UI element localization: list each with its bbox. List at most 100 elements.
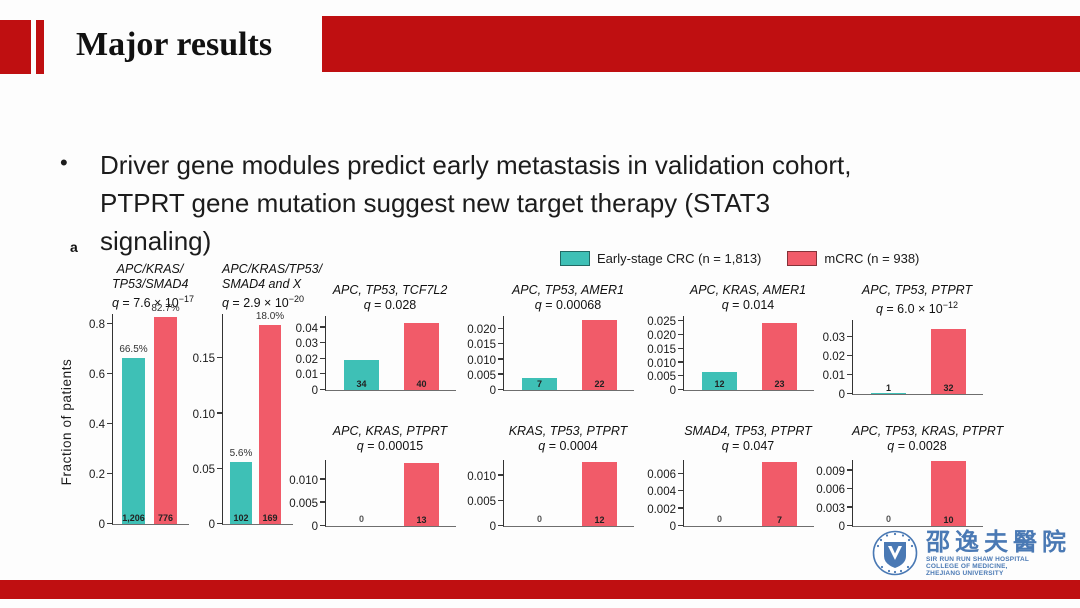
chart-q-label: q = 0.00015 (356, 439, 424, 453)
y-tick-label: 0.03 (295, 338, 318, 351)
y-tick-mark (847, 354, 852, 356)
chart-title-line: APC/KRAS/TP53/ (222, 262, 323, 276)
y-tick-label: 0.004 (647, 486, 676, 499)
y-tick-mark (847, 373, 852, 376)
y-tick-label: 0 (838, 389, 845, 402)
chart-apc-kras-tp53-smad4: APC/KRAS/TP53/SMAD4 q = 7.6 × 10−17 0 0.2 0.… (68, 262, 198, 531)
bar-count-label: 23 (774, 379, 785, 389)
y-tick-mark (678, 524, 683, 526)
y-tick-label: 0.005 (467, 495, 496, 508)
bar-count-label: 13 (416, 515, 427, 525)
y-tick-mark (678, 320, 683, 322)
y-tick-mark (847, 506, 852, 508)
y-tick-mark (847, 487, 852, 489)
y-tick-label: 0.010 (467, 470, 496, 483)
y-tick-label: 0 (489, 385, 496, 397)
chart-title-line: APC, TP53, TCF7L2 (332, 283, 448, 297)
chart-legend: Early-stage CRC (n = 1,813) mCRC (n = 93… (560, 251, 919, 266)
y-tick-mark (847, 469, 852, 471)
y-tick-label: 0.01 (295, 369, 318, 382)
y-tick-mark (217, 522, 222, 525)
y-tick-label: 0 (669, 385, 676, 397)
y-tick-mark (320, 478, 325, 480)
y-tick-mark (498, 343, 503, 345)
chart-title: SMAD4, TP53, PTPRT q = 0.047 (683, 424, 813, 454)
chart-q-label: q = 0.00068 (534, 298, 602, 312)
y-tick-label: 0 (208, 519, 215, 532)
chart-title-line: SMAD4, TP53, PTPRT (684, 424, 812, 438)
bar-count-label: 0 (358, 514, 364, 524)
footer-accent-bar (0, 580, 1080, 599)
chart-plot-area: 0 0.003 0.006 0.009 0 10 (816, 460, 983, 533)
y-tick-mark (678, 347, 683, 349)
chart-plot-area: 0 0.2 0.4 0.6 0.8 1,206 66.5% 776 82.7% (89, 303, 189, 531)
chart-q-label: q = 0.0028 (887, 439, 947, 453)
y-tick-mark (847, 524, 852, 526)
chart-kras-tp53-ptprt: KRAS, TP53, PTPRT q = 0.0004 0 0.005 0.010 0 1… (455, 424, 640, 533)
bar-percent-label: 66.5% (119, 343, 148, 355)
y-tick-mark (678, 507, 683, 509)
chart-q-label: q = 6.0 × 10−12 (875, 300, 958, 317)
bar-mcrc (404, 463, 439, 526)
y-tick-mark (320, 373, 325, 375)
bar-count-label: 7 (776, 515, 782, 525)
bar-mcrc (154, 317, 177, 525)
bar-count-label: 169 (262, 513, 278, 524)
y-tick-mark (320, 501, 325, 503)
bullet-line-1: Driver gene modules predict early metast… (100, 150, 852, 180)
chart-title-line: APC, TP53, KRAS, PTPRT (852, 424, 1004, 438)
y-tick-mark (107, 372, 112, 375)
bar-mcrc (259, 325, 281, 525)
y-tick-mark (498, 524, 503, 526)
chart-title: APC/KRAS/TP53/SMAD4 q = 7.6 × 10−17 (112, 262, 195, 311)
y-tick-label: 0.025 (647, 316, 676, 329)
chart-apc-tp53-ptprt: APC, TP53, PTPRT q = 6.0 × 10−12 0 0.01 0.02… (804, 283, 989, 401)
y-tick-label: 0.010 (647, 357, 676, 370)
chart-title: APC, TP53, PTPRT q = 6.0 × 10−12 (852, 283, 982, 317)
y-tick-mark (678, 361, 683, 363)
chart-title-line: APC, TP53, AMER1 (511, 283, 625, 297)
y-tick-label: 0.002 (647, 503, 676, 516)
y-tick-mark (107, 422, 112, 425)
bar-count-label: 12 (714, 379, 725, 389)
y-tick-label: 0.02 (822, 350, 845, 363)
page-title: Major results (76, 26, 273, 63)
y-tick-label: 0.4 (89, 419, 105, 432)
bar-mcrc (931, 329, 966, 395)
y-tick-mark (320, 326, 325, 328)
chart-plot-area: 0 0.01 0.02 0.03 0.04 34 40 (296, 316, 456, 397)
y-tick-mark (678, 472, 683, 474)
chart-plot-area: 0 0.005 0.010 0 12 (467, 460, 634, 533)
bullet-text: Driver gene modules predict early metast… (100, 146, 860, 260)
chart-title-line: APC, KRAS, AMER1 (689, 283, 807, 297)
y-tick-label: 0.2 (89, 469, 105, 482)
y-tick-label: 0.005 (289, 497, 318, 510)
y-tick-label: 0.6 (89, 369, 105, 382)
y-tick-label: 0.006 (816, 484, 845, 496)
chart-apc-kras-amer1: APC, KRAS, AMER1 q = 0.014 0 0.005 0.010 0.01… (635, 283, 820, 397)
y-tick-label: 0.010 (289, 474, 318, 487)
hospital-name-en-3: ZHEJIANG UNIVERSITY (926, 570, 1004, 577)
chart-apc-tp53-tcf7l2: APC, TP53, TCF7L2 q = 0.028 0 0.01 0.02 0.03 0… (277, 283, 462, 397)
bar-count-label: 22 (594, 379, 605, 389)
y-tick-mark (107, 322, 112, 325)
chart-plot-area: 0 0.005 0.010 0.015 0.020 7 22 (467, 316, 634, 397)
chart-plot-area: 0 0.005 0.010 0 13 (289, 460, 456, 533)
header-banner (322, 16, 1080, 72)
y-tick-mark (498, 327, 503, 330)
bar-count-label: 776 (157, 513, 174, 524)
y-tick-label: 0.05 (192, 463, 215, 476)
hospital-seal-icon (872, 530, 918, 576)
y-tick-label: 0.006 (647, 468, 676, 481)
header-accent-square (0, 20, 31, 74)
chart-q-label: q = 7.6 × 10−17 (112, 294, 195, 311)
y-tick-mark (217, 467, 222, 469)
chart-title: APC, TP53, KRAS, PTPRT q = 0.0028 (852, 424, 1004, 454)
chart-plot-area: 0 0.005 0.010 0.015 0.020 0.025 12 23 (647, 316, 814, 397)
bar-count-label: 0 (716, 514, 722, 524)
bar-mcrc (582, 319, 617, 390)
bar-count-label: 40 (416, 379, 427, 389)
header-accent-bar (36, 20, 44, 74)
bullet-dot: • (60, 150, 68, 175)
y-tick-mark (498, 373, 503, 375)
